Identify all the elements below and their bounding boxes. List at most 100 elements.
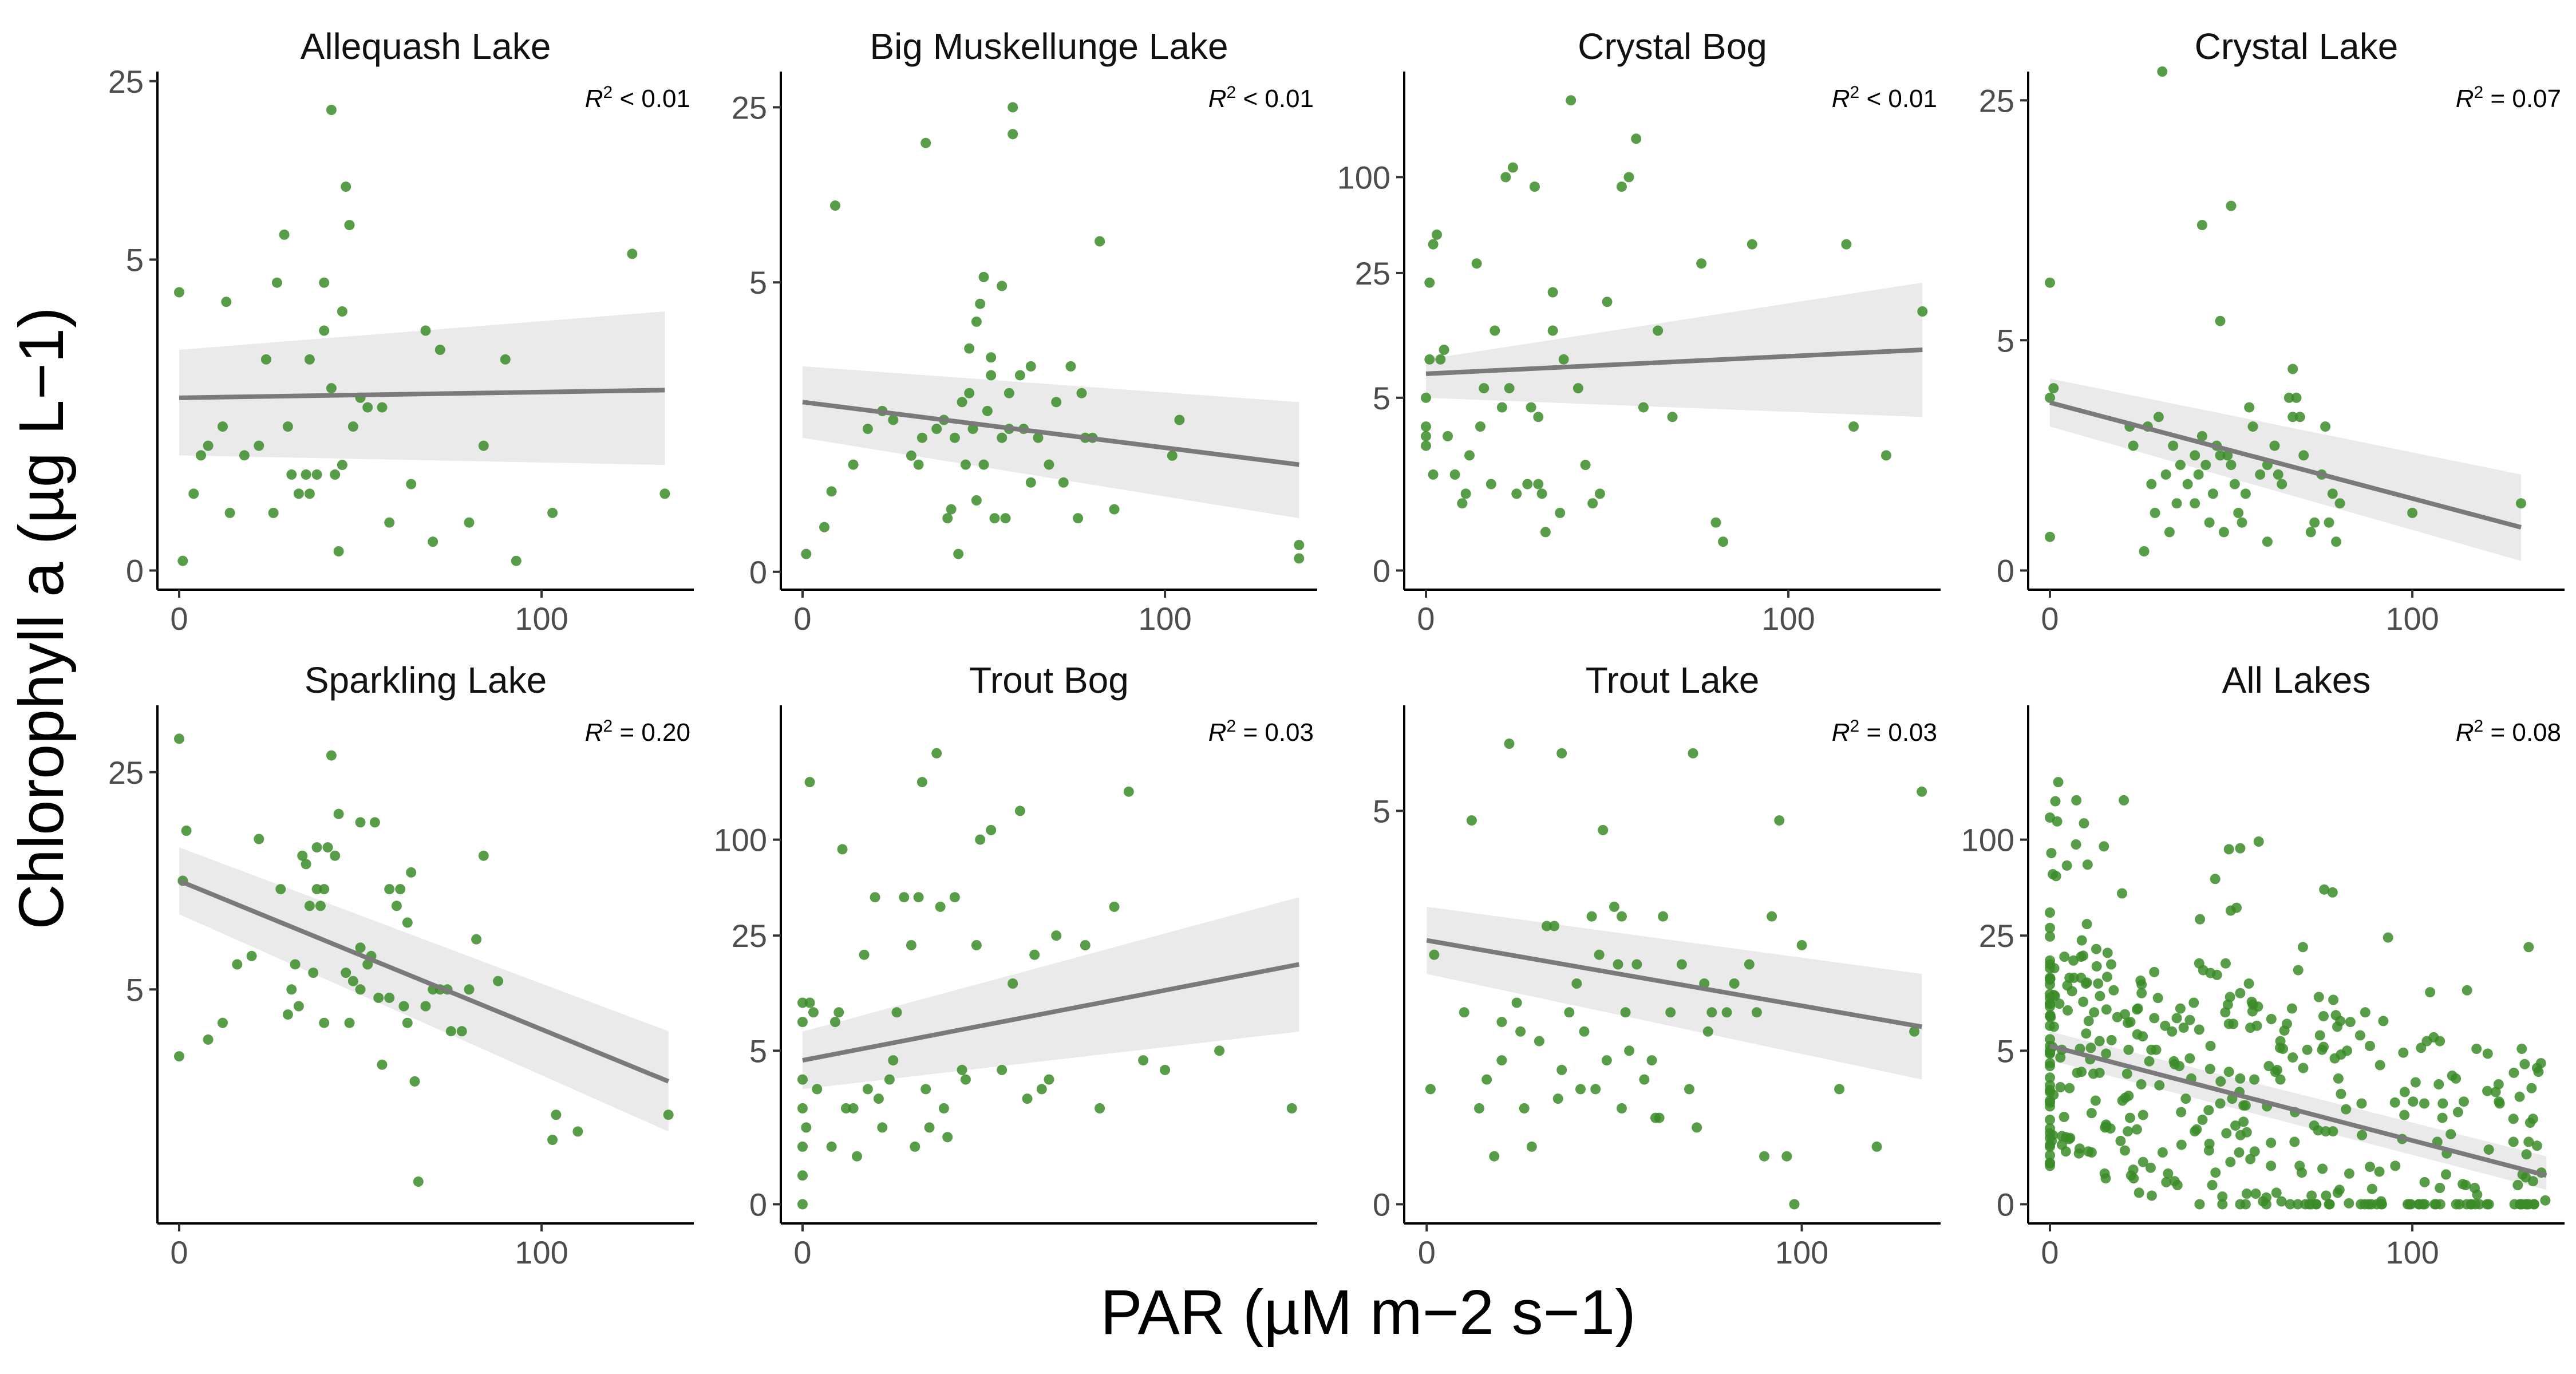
data-point [2093, 978, 2104, 989]
data-point [2471, 1044, 2482, 1054]
data-point [2085, 1043, 2096, 1053]
data-point [841, 1103, 851, 1114]
data-point [2398, 1047, 2409, 1058]
data-point [1706, 1007, 1717, 1018]
data-point [2441, 1169, 2451, 1180]
data-point [1421, 392, 1431, 403]
data-point [2086, 1147, 2097, 1158]
data-point [2195, 914, 2206, 925]
data-point [2101, 1119, 2112, 1130]
panel-0: Allequash Lake R2 < 0.01 0 100 0 5 25 [108, 26, 694, 637]
data-point [2320, 1126, 2331, 1137]
data-point [326, 105, 337, 115]
r2-label: R2 = 0.20 [585, 717, 690, 747]
data-point [2293, 965, 2304, 976]
data-point [1667, 412, 1678, 423]
data-point [2508, 1136, 2519, 1147]
data-point [2318, 1041, 2329, 1052]
data-point [2134, 1187, 2144, 1198]
data-point [2298, 450, 2309, 461]
data-point [1841, 239, 1852, 250]
data-point [1552, 1093, 1563, 1104]
data-point [395, 884, 406, 895]
data-point [2266, 1138, 2277, 1148]
data-point [2194, 958, 2204, 969]
data-point [2305, 527, 2316, 538]
data-point [2314, 1030, 2325, 1041]
data-point [293, 1001, 304, 1012]
data-point [2278, 1044, 2289, 1054]
data-point [2154, 1080, 2165, 1091]
data-point [1616, 181, 1627, 192]
x-tick-label: 0 [170, 1234, 188, 1270]
y-tick-label: 0 [1997, 1186, 2014, 1222]
data-point [1474, 1103, 1484, 1114]
data-point [1515, 1026, 1526, 1037]
data-point [2460, 1180, 2471, 1190]
data-point [2207, 1180, 2218, 1190]
data-point [282, 421, 293, 432]
data-point [2136, 1079, 2147, 1089]
data-point [2230, 1120, 2241, 1131]
data-point [2366, 1183, 2377, 1194]
data-point [2149, 966, 2160, 977]
data-point [1909, 1026, 1920, 1037]
data-point [1109, 504, 1120, 515]
y-tick-label: 0 [1373, 552, 1390, 589]
data-point [341, 968, 351, 978]
data-point [2055, 1082, 2066, 1092]
data-point [2226, 200, 2237, 211]
data-point [2526, 1083, 2537, 1093]
data-point [2293, 1199, 2303, 1210]
data-point [1696, 258, 1707, 269]
data-point [2088, 1068, 2099, 1079]
y-tick-label: 5 [749, 1033, 767, 1069]
data-point [293, 488, 304, 499]
data-point [1160, 1064, 1171, 1075]
y-tick-label: 25 [1979, 82, 2014, 119]
data-point [1602, 297, 1613, 307]
data-point [1033, 432, 1044, 443]
data-point [2309, 517, 2320, 528]
data-point [330, 469, 341, 480]
data-point [2250, 1189, 2261, 1199]
data-point [2332, 1021, 2342, 1032]
data-point [1556, 1064, 1567, 1075]
data-point [627, 248, 638, 259]
data-point [547, 1135, 558, 1145]
data-point [2167, 1026, 2178, 1037]
data-point [500, 354, 511, 365]
data-point [1065, 361, 1076, 372]
data-point [2357, 1130, 2368, 1140]
data-point [2045, 931, 2055, 942]
data-point [2045, 531, 2055, 542]
data-point [2164, 527, 2175, 538]
data-point [1702, 1026, 1713, 1037]
data-point [1917, 306, 1928, 317]
data-point [833, 1007, 844, 1018]
data-point [2508, 1114, 2519, 1124]
data-point [986, 352, 997, 363]
x-tick-label: 0 [1417, 601, 1435, 637]
data-point [2287, 364, 2298, 374]
data-point [2229, 479, 2240, 489]
data-point [2344, 1198, 2354, 1209]
data-point [848, 459, 859, 470]
data-point [174, 1051, 184, 1062]
data-point [1624, 1045, 1635, 1056]
data-point [1653, 325, 1664, 336]
data-point [344, 1017, 355, 1028]
data-point [2390, 1160, 2401, 1171]
data-point [1601, 1055, 1612, 1066]
data-point [2204, 517, 2215, 528]
data-point [445, 1026, 456, 1037]
data-point [2294, 412, 2305, 423]
data-point [2139, 546, 2150, 556]
data-point [2045, 1061, 2055, 1072]
data-point [2419, 1098, 2429, 1109]
data-point [2366, 1199, 2377, 1210]
y-tick-label: 5 [126, 972, 144, 1008]
data-point [2223, 1018, 2234, 1029]
data-point [434, 345, 445, 355]
data-point [330, 850, 341, 861]
